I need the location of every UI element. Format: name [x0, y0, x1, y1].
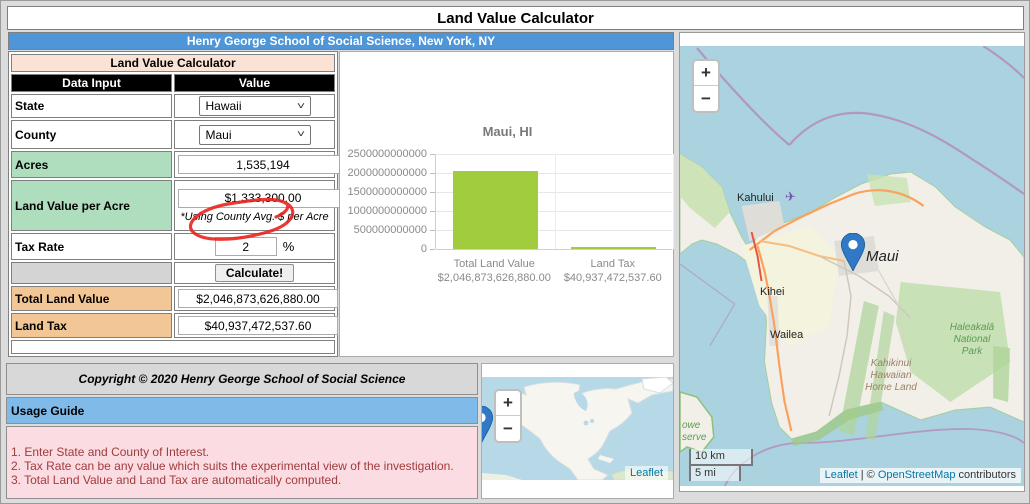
map-label-haleakala-park: Haleakalā National Park [949, 322, 995, 357]
y-tick-mark [430, 192, 435, 193]
calculator-table: Land Value Calculator Data Input Value S… [8, 51, 348, 357]
county-select[interactable]: Maui ˅ [198, 124, 311, 145]
attribution-suffix: contributors [955, 469, 1016, 481]
map-label-kahikinui-home-land: Kahikinui Hawaiian Home Land [865, 358, 917, 393]
map-label-wailea: Wailea [770, 329, 804, 341]
openstreetmap-link[interactable]: OpenStreetMap [877, 469, 956, 481]
usage-guide-header: Usage Guide [6, 397, 478, 424]
chevron-down-icon: ˅ [296, 100, 305, 112]
copyright-text: Copyright © 2020 Henry George School of … [78, 372, 406, 386]
copyright-bar: Copyright © 2020 Henry George School of … [6, 363, 478, 395]
usage-step: 2. Tax Rate can be any value which suits… [11, 459, 454, 473]
county-select-value: Maui [205, 127, 232, 142]
y-tick-label: 0 [420, 243, 427, 255]
usage-guide-title: Usage Guide [11, 403, 85, 418]
zoom-out-button[interactable]: − [694, 86, 718, 111]
land-tax-label: Land Tax [11, 313, 172, 338]
mini-zoom-control: + − [494, 389, 522, 443]
institution-name: Henry George School of Social Science, N… [186, 34, 496, 48]
column-header-value: Value [174, 74, 335, 92]
map-label-reserve-partial: owe serve [682, 420, 707, 443]
state-select[interactable]: Hawaii ˅ [198, 96, 311, 116]
map-marker-icon[interactable] [481, 406, 493, 444]
y-tick-mark [430, 154, 435, 155]
main-map-attribution: Leaflet | © OpenStreetMap contributors [819, 468, 1021, 483]
gridline [436, 173, 672, 174]
x-category-label: Land Tax $40,937,472,537.60 [563, 258, 662, 284]
main-map-tiles[interactable]: Kahului ✈ Maui Kihei Wailea Haleakalā Na… [680, 45, 1024, 487]
column-header-data-input: Data Input [11, 74, 172, 92]
main-map[interactable]: Kahului ✈ Maui Kihei Wailea Haleakalā Na… [679, 32, 1025, 492]
map-label-kahului: Kahului [737, 192, 774, 204]
calculator-form-panel: Land Value Calculator Data Input Value S… [8, 51, 348, 357]
gridline-vertical [554, 154, 556, 249]
map-label-maui: Maui [866, 248, 899, 265]
y-tick-label: 500000000000 [353, 224, 427, 236]
calculator-panel-title: Land Value Calculator [11, 54, 335, 72]
y-tick-mark [430, 173, 435, 174]
empty-row [11, 340, 335, 354]
mini-map[interactable]: + − Leaflet [481, 363, 674, 499]
bar-land-tax [571, 247, 657, 249]
x-category-label: Total Land Value $2,046,873,626,880.00 [437, 258, 551, 284]
bar-total-land-value [452, 171, 538, 249]
chart-title: Maui, HI [482, 124, 533, 139]
state-select-value: Hawaii [205, 99, 242, 113]
chevron-down-icon: ˅ [296, 129, 305, 140]
map-label-kihei: Kihei [760, 286, 785, 298]
land-tax-output [178, 316, 338, 335]
y-tick-label: 1000000000000 [347, 205, 427, 217]
page-title: Land Value Calculator [437, 9, 594, 27]
land-value-per-acre-input[interactable] [178, 188, 348, 208]
bar-slot [555, 154, 674, 249]
y-tick-mark [430, 211, 435, 212]
map-scale-control: 10 km 5 mi [689, 449, 753, 481]
gridline-vertical [673, 154, 674, 249]
chart-plot-area [435, 154, 674, 250]
county-label: County [11, 120, 172, 149]
gridline [436, 192, 672, 193]
y-tick-label: 2000000000000 [347, 167, 427, 179]
leaflet-link[interactable]: Leaflet [824, 469, 858, 481]
y-tick-mark [430, 230, 435, 231]
gridline [436, 230, 672, 231]
land-value-per-acre-label: Land Value per Acre [11, 180, 172, 231]
leaflet-link[interactable]: Leaflet [629, 467, 663, 479]
tax-rate-label: Tax Rate [11, 233, 172, 260]
county-average-note: *Using County Avg. $ per Acre [180, 210, 329, 223]
total-land-value-output [178, 289, 338, 308]
usage-guide-box: 1. Enter State and County of Interest. 2.… [6, 426, 478, 499]
acres-input[interactable] [178, 155, 348, 174]
calculate-row-spacer [11, 262, 172, 284]
total-land-value-label: Total Land Value [11, 286, 172, 311]
y-tick-label: 2500000000000 [347, 148, 427, 160]
zoom-in-button[interactable]: + [496, 391, 520, 416]
attribution-separator: | © [857, 469, 878, 481]
acres-label: Acres [11, 151, 172, 178]
bar-chart-panel: Maui, HI 2500000000000 2000000000000 15000… [339, 51, 674, 357]
map-marker-icon[interactable] [841, 233, 865, 271]
percent-sign: % [282, 238, 295, 254]
institution-header: Henry George School of Social Science, N… [8, 32, 674, 50]
page-title-bar: Land Value Calculator [7, 6, 1024, 30]
gridline [436, 154, 672, 155]
gridline [436, 211, 672, 212]
calculate-button[interactable]: Calculate! [214, 264, 295, 282]
gridline [436, 249, 672, 250]
zoom-in-button[interactable]: + [694, 61, 718, 86]
state-label: State [11, 94, 172, 118]
airplane-icon: ✈ [785, 189, 796, 204]
y-tick-mark [430, 249, 435, 250]
y-tick-label: 1500000000000 [347, 186, 427, 198]
mini-map-attribution: Leaflet [624, 466, 668, 481]
usage-step: 3. Total Land Value and Land Tax are aut… [11, 473, 342, 487]
zoom-out-button[interactable]: − [496, 416, 520, 441]
bar-slot [436, 154, 555, 249]
usage-step: 1. Enter State and County of Interest. [11, 445, 210, 459]
tax-rate-input[interactable] [214, 237, 277, 256]
scale-mi: 5 mi [689, 464, 741, 481]
main-zoom-control: + − [692, 59, 720, 113]
